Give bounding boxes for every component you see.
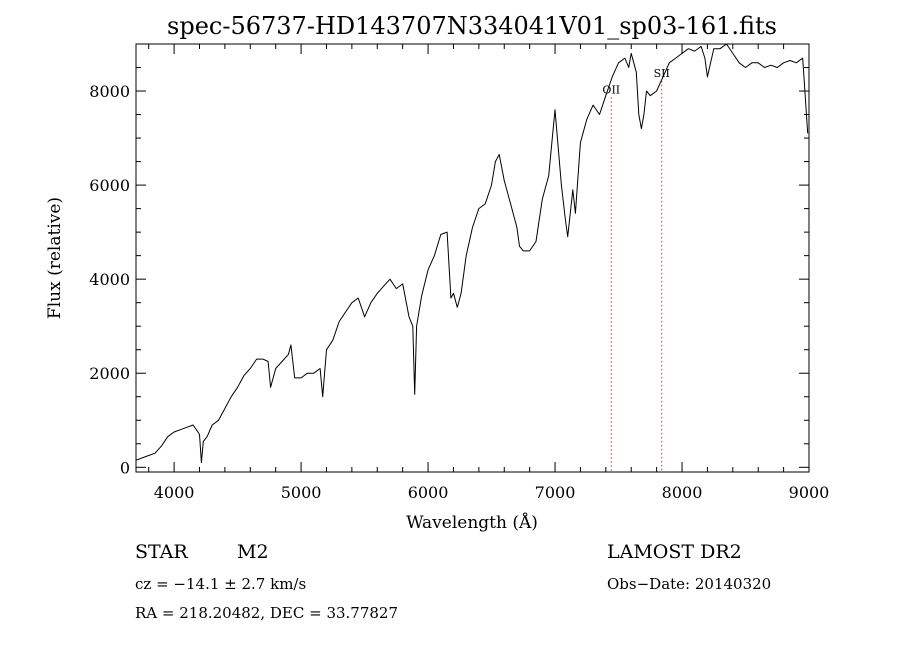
x-tick-label: 5000 [281,483,322,502]
y-tick-label: 6000 [89,176,130,195]
plot-frame [135,43,810,473]
y-tick-label: 0 [120,458,130,477]
line-marker-label: OII [602,83,620,96]
x-tick-label: 7000 [535,483,576,502]
x-tick-label: 9000 [789,483,830,502]
object-subclass: M2 [237,541,269,563]
y-tick-label: 2000 [89,364,130,383]
object-class: STAR [135,541,188,563]
chart-title: spec-56737-HD143707N334041V01_sp03-161.f… [167,12,777,40]
observation-date: Obs−Date: 20140320 [607,575,772,593]
spectrum-line [135,43,809,464]
y-tick-label: 4000 [89,270,130,289]
line-annotations: OII SII [602,67,670,472]
y-tick-label: 8000 [89,82,130,101]
redshift-cz: cz = −14.1 ± 2.7 km/s [135,575,307,593]
x-tick-label: 6000 [408,483,449,502]
coordinates: RA = 218.20482, DEC = 33.77827 [135,604,399,622]
x-tick-label: 4000 [154,483,195,502]
y-axis-label: Flux (relative) [45,197,65,319]
x-axis-label: Wavelength (Å) [406,512,538,533]
x-tick-label: 8000 [662,483,703,502]
line-marker-label: SII [654,67,670,80]
axis-ticks: 4000 5000 6000 7000 8000 9000 0 2000 4000 6000 800… [89,44,829,502]
survey-name: LAMOST DR2 [607,541,742,563]
